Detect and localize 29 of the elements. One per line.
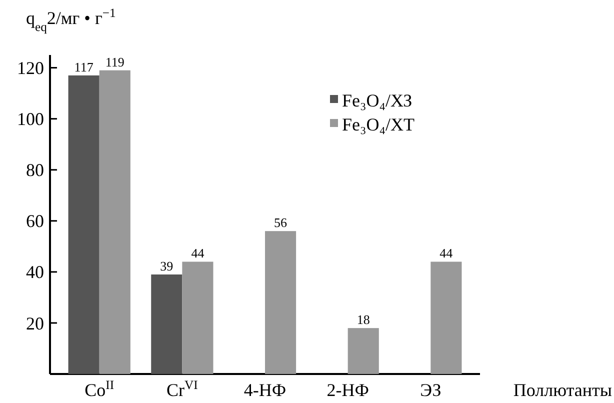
data-label: 56 <box>274 215 288 230</box>
legend-label: Fe₃O₄/ХТ <box>342 114 415 134</box>
y-tick-label: 40 <box>26 262 44 282</box>
y-tick-label: 100 <box>17 109 44 130</box>
x-tick-label: Cr$^{VI}$ <box>166 378 198 400</box>
x-axis-title: Поллютанты <box>513 380 612 400</box>
data-label: 44 <box>191 246 205 261</box>
data-label: 44 <box>440 246 454 261</box>
x-tick-label: ЭЗ <box>420 380 442 400</box>
y-axis-title: q$_{eq}$2/мг • г$^{−1}$ <box>26 6 116 34</box>
bar <box>151 274 182 374</box>
legend-label: Fe₃O₄/ХЗ <box>342 90 412 110</box>
y-tick-label: 60 <box>26 211 44 232</box>
bar <box>265 231 296 374</box>
bar <box>182 262 214 374</box>
data-label: 119 <box>105 54 124 70</box>
bar <box>99 70 130 374</box>
y-tick-label: 20 <box>26 313 44 334</box>
bar <box>68 75 100 374</box>
data-label: 18 <box>356 312 370 328</box>
x-tick-label: 4-НФ <box>244 380 286 400</box>
x-tick-label: 2-НФ <box>326 380 369 400</box>
y-tick-label: 80 <box>26 160 44 180</box>
data-label: 39 <box>160 258 174 274</box>
x-tick-label: Co$^{II}$ <box>84 378 114 400</box>
data-label: 117 <box>74 59 94 74</box>
y-tick-label: 120 <box>17 58 44 78</box>
bar <box>348 328 379 374</box>
bar <box>430 262 462 374</box>
